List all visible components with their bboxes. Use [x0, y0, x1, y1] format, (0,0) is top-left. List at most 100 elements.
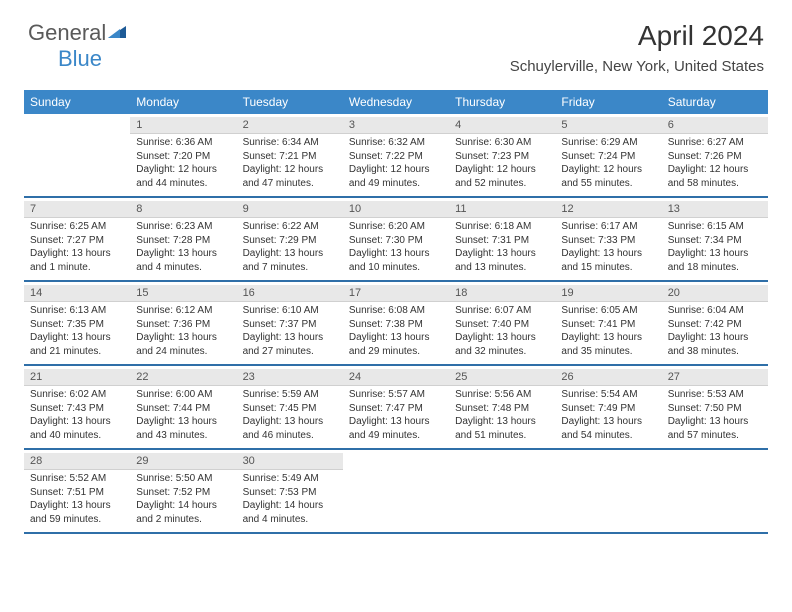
day-cell: [555, 449, 661, 532]
daylight-text: Daylight: 13 hours and 54 minutes.: [561, 415, 655, 442]
day-cell: 5 Sunrise: 6:29 AMSunset: 7:24 PMDaylight…: [555, 114, 661, 196]
day-cell: 2 Sunrise: 6:34 AMSunset: 7:21 PMDaylight…: [237, 114, 343, 196]
sunrise-text: Sunrise: 6:07 AM: [455, 304, 549, 318]
day-details: Sunrise: 6:29 AMSunset: 7:24 PMDaylight:…: [561, 136, 655, 190]
daylight-text: Daylight: 13 hours and 21 minutes.: [30, 331, 124, 358]
day-details: Sunrise: 6:07 AMSunset: 7:40 PMDaylight:…: [455, 304, 549, 358]
sunset-text: Sunset: 7:41 PM: [561, 318, 655, 332]
day-cell: 25Sunrise: 5:56 AMSunset: 7:48 PMDayligh…: [449, 365, 555, 448]
sunrise-text: Sunrise: 5:56 AM: [455, 388, 549, 402]
sunrise-text: Sunrise: 6:32 AM: [349, 136, 443, 150]
day-details: Sunrise: 6:08 AMSunset: 7:38 PMDaylight:…: [349, 304, 443, 358]
weekday-header: Monday: [130, 90, 236, 114]
day-details: Sunrise: 6:27 AMSunset: 7:26 PMDaylight:…: [668, 136, 762, 190]
sunrise-text: Sunrise: 5:49 AM: [243, 472, 337, 486]
sunrise-text: Sunrise: 5:59 AM: [243, 388, 337, 402]
day-number: 15: [130, 285, 236, 302]
daylight-text: Daylight: 14 hours and 2 minutes.: [136, 499, 230, 526]
day-cell: 22Sunrise: 6:00 AMSunset: 7:44 PMDayligh…: [130, 365, 236, 448]
daylight-text: Daylight: 13 hours and 18 minutes.: [668, 247, 762, 274]
day-number: 7: [24, 201, 130, 218]
day-cell: 3Sunrise: 6:32 AMSunset: 7:22 PMDaylight…: [343, 114, 449, 196]
brand-part2: Blue: [58, 46, 102, 71]
day-details: Sunrise: 6:20 AMSunset: 7:30 PMDaylight:…: [349, 220, 443, 274]
sunrise-text: Sunrise: 6:22 AM: [243, 220, 337, 234]
calendar-body: 1Sunrise: 6:36 AMSunset: 7:20 PMDaylight…: [24, 114, 768, 533]
sunrise-text: Sunrise: 6:13 AM: [30, 304, 124, 318]
day-details: Sunrise: 5:54 AMSunset: 7:49 PMDaylight:…: [561, 388, 655, 442]
sunrise-text: Sunrise: 6:29 AM: [561, 136, 655, 150]
day-cell: 29 Sunrise: 5:50 AMSunset: 7:52 PMDayligh…: [130, 449, 236, 532]
week-row: 28Sunrise: 5:52 AMSunset: 7:51 PMDayligh…: [24, 449, 768, 532]
sunrise-text: Sunrise: 6:25 AM: [30, 220, 124, 234]
sunset-text: Sunset: 7:42 PM: [668, 318, 762, 332]
day-number: 8: [130, 201, 236, 218]
sunrise-text: Sunrise: 6:30 AM: [455, 136, 549, 150]
day-cell: 13Sunrise: 6:15 AMSunset: 7:34 PMDayligh…: [662, 197, 768, 280]
sunset-text: Sunset: 7:38 PM: [349, 318, 443, 332]
sunrise-text: Sunrise: 5:54 AM: [561, 388, 655, 402]
sunset-text: Sunset: 7:40 PM: [455, 318, 549, 332]
day-number: 5: [555, 117, 661, 134]
day-number: 16: [237, 285, 343, 302]
daylight-text: Daylight: 12 hours and 47 minutes.: [243, 163, 337, 190]
daylight-text: Daylight: 14 hours and 4 minutes.: [243, 499, 337, 526]
day-number: 18: [449, 285, 555, 302]
day-cell: 20Sunrise: 6:04 AMSunset: 7:42 PMDayligh…: [662, 281, 768, 364]
day-details: Sunrise: 5:57 AMSunset: 7:47 PMDaylight:…: [349, 388, 443, 442]
day-number: 17: [343, 285, 449, 302]
sunset-text: Sunset: 7:33 PM: [561, 234, 655, 248]
day-cell: 30Sunrise: 5:49 AMSunset: 7:53 PMDayligh…: [237, 449, 343, 532]
day-cell: 27Sunrise: 5:53 AMSunset: 7:50 PMDayligh…: [662, 365, 768, 448]
daylight-text: Daylight: 13 hours and 49 minutes.: [349, 415, 443, 442]
sunset-text: Sunset: 7:35 PM: [30, 318, 124, 332]
sunset-text: Sunset: 7:49 PM: [561, 402, 655, 416]
sunset-text: Sunset: 7:52 PM: [136, 486, 230, 500]
daylight-text: Daylight: 13 hours and 57 minutes.: [668, 415, 762, 442]
daylight-text: Daylight: 12 hours and 55 minutes.: [561, 163, 655, 190]
sunrise-text: Sunrise: 6:08 AM: [349, 304, 443, 318]
day-number: 22: [130, 369, 236, 386]
day-cell: 24Sunrise: 5:57 AMSunset: 7:47 PMDayligh…: [343, 365, 449, 448]
sunset-text: Sunset: 7:51 PM: [30, 486, 124, 500]
sunrise-text: Sunrise: 5:53 AM: [668, 388, 762, 402]
day-number: 30: [237, 453, 343, 470]
sunset-text: Sunset: 7:37 PM: [243, 318, 337, 332]
day-details: Sunrise: 6:32 AMSunset: 7:22 PMDaylight:…: [349, 136, 443, 190]
day-number: 19: [555, 285, 661, 302]
sunset-text: Sunset: 7:50 PM: [668, 402, 762, 416]
day-details: Sunrise: 6:25 AMSunset: 7:27 PMDaylight:…: [30, 220, 124, 274]
sunset-text: Sunset: 7:22 PM: [349, 150, 443, 164]
day-details: Sunrise: 6:34 AMSunset: 7:21 PMDaylight:…: [243, 136, 337, 190]
day-cell: 6 Sunrise: 6:27 AMSunset: 7:26 PMDaylight…: [662, 114, 768, 196]
day-cell: 7 Sunrise: 6:25 AMSunset: 7:27 PMDaylight…: [24, 197, 130, 280]
day-details: Sunrise: 6:30 AMSunset: 7:23 PMDaylight:…: [455, 136, 549, 190]
day-number: 6: [662, 117, 768, 134]
day-cell: 4Sunrise: 6:30 AMSunset: 7:23 PMDaylight…: [449, 114, 555, 196]
sunset-text: Sunset: 7:28 PM: [136, 234, 230, 248]
day-number: 29: [130, 453, 236, 470]
day-cell: [449, 449, 555, 532]
sunrise-text: Sunrise: 6:20 AM: [349, 220, 443, 234]
sunrise-text: Sunrise: 6:12 AM: [136, 304, 230, 318]
week-row: 14Sunrise: 6:13 AMSunset: 7:35 PMDayligh…: [24, 281, 768, 364]
day-number: 23: [237, 369, 343, 386]
calendar-page: General Blue April 2024 Schuylerville, N…: [0, 0, 792, 612]
day-cell: 10Sunrise: 6:20 AMSunset: 7:30 PMDayligh…: [343, 197, 449, 280]
daylight-text: Daylight: 13 hours and 1 minute.: [30, 247, 124, 274]
daylight-text: Daylight: 13 hours and 35 minutes.: [561, 331, 655, 358]
daylight-text: Daylight: 13 hours and 43 minutes.: [136, 415, 230, 442]
day-number: 2: [237, 117, 343, 134]
day-details: Sunrise: 5:50 AMSunset: 7:52 PMDaylight:…: [136, 472, 230, 526]
day-number: 13: [662, 201, 768, 218]
sunrise-text: Sunrise: 6:05 AM: [561, 304, 655, 318]
daylight-text: Daylight: 13 hours and 10 minutes.: [349, 247, 443, 274]
week-row: 21Sunrise: 6:02 AMSunset: 7:43 PMDayligh…: [24, 365, 768, 448]
day-cell: 21Sunrise: 6:02 AMSunset: 7:43 PMDayligh…: [24, 365, 130, 448]
day-number: 9: [237, 201, 343, 218]
daylight-text: Daylight: 12 hours and 52 minutes.: [455, 163, 549, 190]
sunset-text: Sunset: 7:26 PM: [668, 150, 762, 164]
sunset-text: Sunset: 7:34 PM: [668, 234, 762, 248]
brand-part1: General: [28, 20, 106, 45]
day-cell: 1Sunrise: 6:36 AMSunset: 7:20 PMDaylight…: [130, 114, 236, 196]
